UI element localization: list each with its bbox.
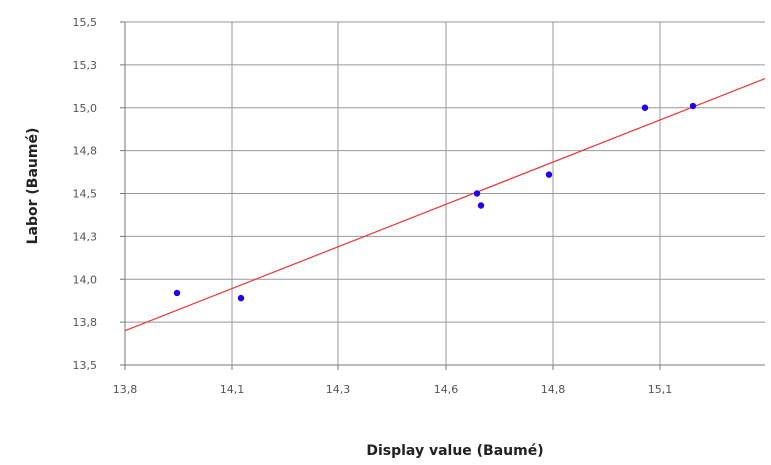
- y-tick-label: 15,5: [73, 16, 98, 29]
- data-point: [689, 102, 697, 110]
- x-tick-label: 14,3: [326, 383, 351, 396]
- data-points: [173, 102, 697, 302]
- data-point: [173, 289, 181, 297]
- x-tick-label: 13,8: [113, 383, 138, 396]
- y-tick-label: 15,3: [73, 59, 98, 72]
- x-tick-label: 14,1: [220, 383, 245, 396]
- x-tick-label: 15,1: [648, 383, 673, 396]
- y-tick-label: 13,5: [73, 359, 98, 372]
- y-tick-label: 13,8: [73, 316, 98, 329]
- y-tick-label: 14,8: [73, 145, 98, 158]
- x-tick-label: 14,8: [541, 383, 566, 396]
- data-point: [237, 294, 245, 302]
- y-tick-label: 15,0: [73, 102, 98, 115]
- data-point: [473, 190, 481, 197]
- x-tick-labels: 13,8 14,1 14,3 14,6 14,8 15,1: [113, 383, 673, 396]
- y-tick-labels: 15,5 15,3 15,0 14,8 14,5 14,3 14,0 13,8 …: [73, 16, 98, 372]
- y-tick-label: 14,0: [73, 273, 98, 286]
- data-point: [545, 171, 553, 178]
- x-axis-title: Display value (Baumé): [366, 443, 543, 459]
- y-tick-label: 14,3: [73, 230, 98, 243]
- data-point: [641, 104, 649, 111]
- y-axis-title: Labor (Baumé): [25, 128, 41, 245]
- trendline: [124, 78, 766, 332]
- x-tick-label: 14,6: [434, 383, 459, 396]
- grid: [120, 21, 765, 370]
- y-tick-label: 14,5: [73, 188, 98, 201]
- data-point: [477, 202, 485, 209]
